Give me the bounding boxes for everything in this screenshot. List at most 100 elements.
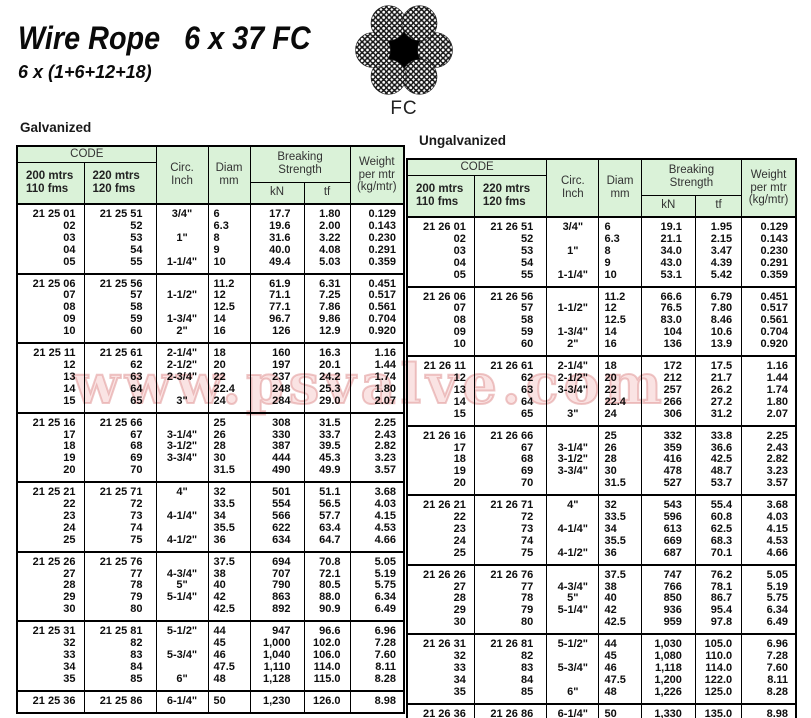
table-cell: 543 (640, 495, 696, 513)
table-cell: 37.5 (598, 564, 642, 582)
table-cell: 2.07 (349, 395, 405, 413)
table-cell (546, 564, 600, 582)
table-row: 21 25 01 21 25 51 3/4" 6 17.7 1.80 0.129 (16, 204, 405, 221)
table-cell: 24 (207, 395, 251, 413)
table-cell: 04 (16, 244, 85, 257)
table-row: 21 25 26 21 25 76 37.5 694 70.8 5.05 (16, 551, 405, 569)
table-cell: 60 (83, 325, 157, 344)
table-cell: 13 (406, 384, 475, 397)
table-cell: 40.0 (249, 244, 305, 257)
table-cell: 36 (598, 547, 642, 565)
table-cell: 12.9 (303, 325, 351, 344)
table-cell: 30 (406, 616, 475, 635)
table-cell: 306 (640, 408, 696, 426)
table-cell: 3.23 (349, 452, 405, 466)
table-cell: 3-3/4" (546, 465, 600, 479)
table-cell: 43.0 (640, 257, 696, 270)
table-header: CODE Circ. Inch Diam mm Breaking Strengt… (406, 158, 797, 218)
table-cell: 25 (406, 547, 475, 565)
table-cell: 31.5 (207, 464, 251, 483)
table-cell: 3.57 (349, 464, 405, 483)
table-cell: 5.03 (303, 256, 351, 274)
table-cell (546, 396, 600, 409)
table-cell: 126.0 (303, 690, 351, 713)
row-group: 21 26 31 21 26 81 5-1/2" 44 1,030 105.0 6.96 32… (406, 634, 797, 704)
table-cell: 5-3/4" (155, 649, 209, 662)
table-cell: 24.2 (303, 371, 351, 384)
table-cell: 6" (155, 673, 209, 691)
table-cell: 73 (473, 523, 548, 536)
table-cell: 35 (16, 673, 85, 691)
table-cell: 3.68 (741, 495, 797, 513)
table-cell: 20 (16, 464, 85, 483)
table-cell: 61.9 (249, 273, 305, 291)
table-row: 20 70 31.5 527 53.7 3.57 (406, 477, 797, 496)
table-cell: 5-1/4" (546, 604, 600, 618)
table-cell (546, 478, 600, 496)
table-row: 02 52 6.3 21.1 2.15 0.143 (406, 233, 797, 246)
table-cell: 102.0 (303, 637, 351, 650)
table-cell: 694 (249, 551, 305, 569)
table-row: 07 57 1-1/2" 12 71.1 7.25 0.517 (16, 290, 405, 303)
table-cell: 83 (473, 662, 548, 675)
table-cell: 48 (207, 673, 251, 691)
table-cell (155, 551, 209, 569)
table-cell: 21 25 51 (83, 204, 157, 221)
table-cell: 80.5 (303, 580, 351, 593)
table-row: 28 78 5" 40 790 80.5 5.75 (16, 580, 405, 593)
table-cell: 96.6 (303, 621, 351, 639)
table-row: 05 55 1-1/4" 10 49.4 5.03 0.359 (16, 256, 405, 274)
table-cell: 1,330 (640, 703, 696, 718)
table-cell: 6.49 (741, 616, 797, 635)
table-cell: 27.2 (694, 396, 743, 409)
table-row: 10 60 2" 16 136 13.9 0.920 (406, 338, 797, 357)
table-cell: 8.28 (349, 673, 405, 691)
table-cell (155, 412, 209, 430)
table-cell: 59 (83, 313, 157, 327)
table-cell: 54 (83, 244, 157, 257)
table-cell: 20.1 (303, 359, 351, 372)
table-cell: 10 (406, 338, 475, 357)
table-cell: 03 (16, 232, 85, 245)
table-cell: 64.7 (303, 534, 351, 552)
table-cell: 17.7 (249, 204, 305, 221)
code-header: CODE (16, 145, 157, 163)
table-cell: 8 (598, 245, 642, 258)
table-cell: 2.00 (303, 220, 351, 233)
table-cell: 6 (598, 217, 642, 234)
table-cell (546, 425, 600, 443)
table-row: 25 75 4-1/2" 36 634 64.7 4.66 (16, 534, 405, 552)
table-cell: 4.15 (349, 510, 405, 523)
row-group: 21 25 21 21 25 71 4" 32 501 51.1 3.68 22 72 33.5 5… (16, 482, 405, 552)
row-group: 21 26 26 21 26 76 37.5 747 76.2 5.05 27 77 4-3/4… (406, 564, 797, 635)
table-cell: 67 (473, 442, 548, 455)
table-cell: 20 (406, 477, 475, 496)
table-cell: 3.68 (349, 482, 405, 500)
table-cell: 21 26 11 (406, 356, 475, 373)
table-cell: 0.359 (741, 269, 797, 287)
table-cell: 8.11 (741, 674, 797, 687)
table-cell: 2-1/4" (155, 343, 209, 360)
table-cell: 4.08 (303, 244, 351, 257)
table-cell: 1.74 (741, 384, 797, 397)
table-cell: 4.03 (349, 498, 405, 511)
wire-rope-cross-section-icon (355, 5, 453, 95)
table-cell: 21 25 76 (83, 551, 157, 569)
table-row: 17 67 3-1/4" 26 359 36.6 2.43 (406, 442, 797, 455)
table-cell: 21 26 66 (473, 425, 548, 443)
table-cell: 1,230 (249, 690, 305, 713)
table-row: 28 78 5" 40 850 86.7 5.75 (406, 593, 797, 606)
table-cell: 9 (207, 244, 251, 257)
table-cell: 8.98 (741, 703, 797, 718)
table-cell: 1" (155, 232, 209, 245)
table-cell: 6" (546, 686, 600, 704)
breaking-strength-header: Breaking Strength (249, 145, 351, 183)
table-cell: 4-1/2" (546, 547, 600, 565)
table-cell: 54 (473, 257, 548, 270)
table-cell: 79 (473, 604, 548, 618)
table-cell: 31.5 (303, 412, 351, 430)
table-cell: 21 25 06 (16, 273, 85, 291)
table-cell: 55 (83, 256, 157, 274)
table-cell: 82 (473, 650, 548, 663)
table-cell: 2-3/4" (155, 371, 209, 384)
